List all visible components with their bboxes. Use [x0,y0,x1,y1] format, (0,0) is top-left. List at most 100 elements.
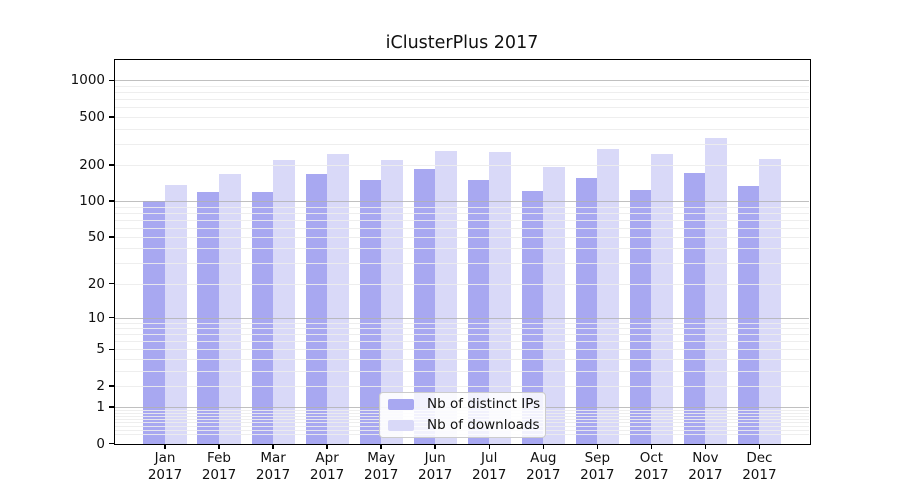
x-axis-tick [272,443,274,449]
x-axis-tick [380,443,382,449]
gridline-minor [115,206,809,208]
bar-ips-sep [575,177,598,444]
y-axis-tick [108,282,115,285]
gridline-major [115,80,809,82]
x-tick-label: Oct 2017 [634,450,669,483]
bars-layer [115,61,809,444]
x-tick-label: Jun 2017 [418,450,453,483]
x-tick-label: Aug 2017 [526,450,561,483]
x-tick-label: Nov 2017 [688,450,723,483]
x-axis-tick [218,443,220,449]
y-axis-tick [108,164,115,166]
y-axis-tick [108,316,115,319]
x-axis-tick [488,443,490,449]
downloads-swatch-icon [388,419,414,431]
legend: Nb of distinct IPs Nb of downloads [379,391,546,438]
bar-ips-jan [143,201,165,444]
distinct-ips-swatch-icon [388,398,414,410]
bar-ips-oct [629,190,652,444]
gridline-minor [115,358,809,360]
bar-downloads-nov [705,138,727,444]
y-tick-label: 0 [96,435,105,452]
gridline-major [115,201,809,202]
chart-title: iClusterPlus 2017 [385,33,539,53]
y-tick-label: 500 [79,108,105,125]
y-tick-label: 100 [79,193,105,209]
bar-downloads-mar [273,160,295,444]
gridline-minor [115,219,809,221]
gridline-minor [115,92,809,94]
x-axis-tick [164,443,166,449]
bar-ips-jul [467,179,490,444]
plot-area: Nb of distinct IPs Nb of downloads [113,59,811,445]
gridline-minor [115,99,809,101]
y-axis-tick [108,442,115,445]
bar-ips-dec [737,185,760,444]
y-axis-tick [108,406,115,408]
gridline-minor [115,107,809,109]
gridline-minor [115,370,809,372]
y-tick-label: 1000 [70,72,105,89]
x-tick-label: Dec 2017 [742,450,777,483]
y-tick-label: 200 [79,156,105,173]
bar-downloads-apr [327,154,349,444]
bar-downloads-aug [543,166,565,444]
legend-row-downloads: Nb of downloads [380,416,545,435]
gridline-minor [115,283,809,285]
y-axis-tick [108,116,115,118]
gridline-minor [115,385,809,387]
gridline-minor [115,143,809,145]
x-axis-tick [542,443,544,449]
x-tick-label: Apr 2017 [309,450,345,483]
y-axis-tick [108,236,115,238]
bar-ips-nov [683,172,706,444]
legend-label-distinct-ips: Nb of distinct IPs [427,396,541,412]
gridline-minor [115,128,809,130]
y-tick-label: 2 [96,377,105,394]
gridline-minor [115,248,809,250]
gridline-minor [115,328,809,329]
x-tick-label: Jan 2017 [147,450,183,483]
gridline-minor [115,227,809,229]
y-tick-label: 20 [87,275,105,292]
y-tick-label: 10 [87,309,105,326]
gridline-minor [115,263,809,264]
gridline-minor [115,236,809,238]
bar-ips-apr [305,173,328,444]
bar-downloads-jun [435,150,457,444]
x-axis-tick [596,443,599,449]
gridline-minor [115,341,809,343]
x-axis-tick [758,443,761,449]
legend-row-distinct-ips: Nb of distinct IPs [380,395,545,414]
bar-downloads-feb [219,173,241,444]
x-axis-tick [326,443,328,449]
x-axis-tick [650,443,653,449]
y-tick-label: 5 [96,341,105,358]
legend-label-downloads: Nb of downloads [427,417,540,433]
gridline-minor [115,86,809,87]
x-tick-label: Jul 2017 [472,450,507,483]
y-axis-tick [108,385,115,387]
bar-ips-may [359,179,382,444]
bar-downloads-sep [597,148,619,444]
y-axis-tick [108,348,115,351]
x-tick-label: Mar 2017 [255,450,291,483]
y-tick-label: 50 [87,228,105,245]
bar-downloads-jan [165,185,187,444]
bar-ips-aug [521,190,544,444]
y-axis-tick [108,79,115,82]
x-axis-tick [434,443,436,449]
gridline-minor [115,164,809,166]
x-axis-tick [704,443,707,449]
y-axis-tick [108,200,115,202]
gridline-minor [115,334,809,336]
bar-downloads-dec [759,159,781,444]
gridline-minor [115,212,809,214]
gridline-minor [115,116,809,118]
gridline-minor [115,322,809,324]
x-tick-label: Sep 2017 [580,450,615,483]
y-tick-label: 1 [96,399,105,416]
bar-downloads-oct [651,153,673,444]
gridline-minor [115,349,809,351]
